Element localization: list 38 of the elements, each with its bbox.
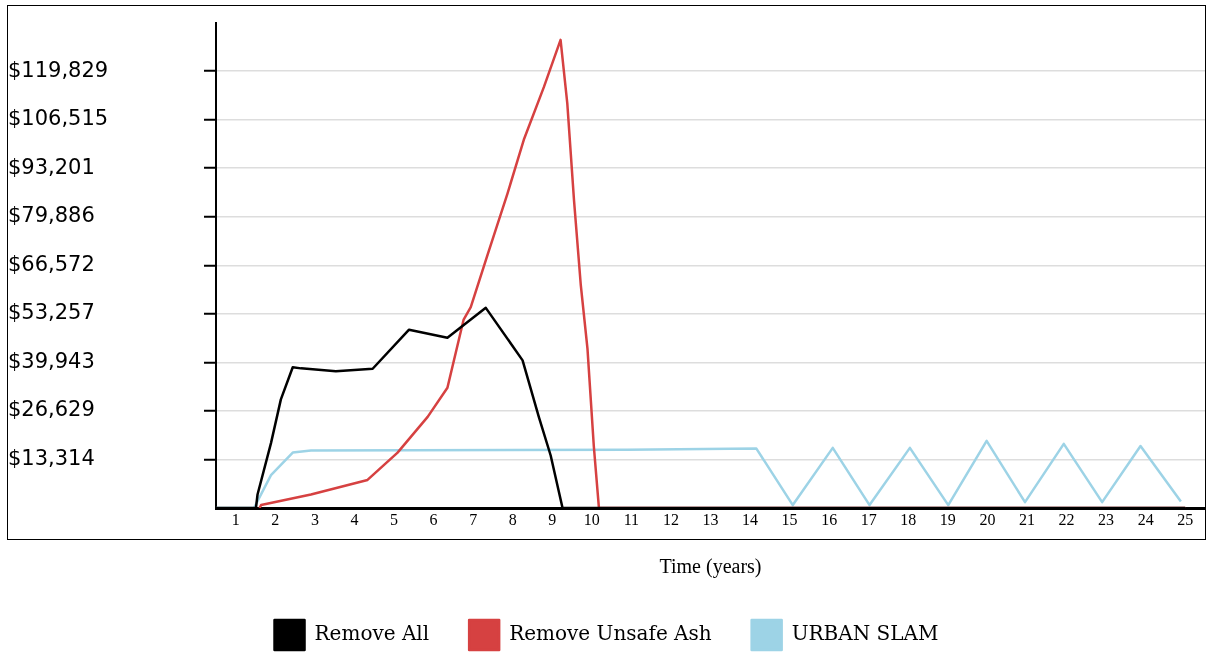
y-tick-label: $93,201 — [8, 154, 95, 179]
x-tick-label: 2 — [271, 510, 280, 528]
x-tick-label: 21 — [1018, 510, 1035, 528]
x-tick-label: 9 — [548, 510, 557, 528]
x-tick-label: 18 — [900, 510, 917, 528]
y-tick-label: $39,943 — [8, 348, 95, 373]
y-tick-label: $79,886 — [8, 203, 95, 228]
x-tick-label: 6 — [429, 510, 438, 528]
x-tick-label: 11 — [623, 510, 640, 528]
x-tick-label: 19 — [939, 510, 956, 528]
y-tick-label: $26,629 — [8, 397, 95, 422]
x-tick-label: 25 — [1177, 510, 1194, 528]
x-tick-label: 4 — [350, 510, 359, 528]
x-tick-label: 1 — [231, 510, 240, 528]
x-tick-label: 5 — [390, 510, 399, 528]
x-tick-label: 3 — [310, 510, 319, 528]
y-tick-label: $119,829 — [8, 57, 109, 82]
x-tick-label: 10 — [583, 510, 600, 528]
x-tick-label: 24 — [1137, 510, 1154, 528]
legend-label: Remove All — [314, 621, 430, 646]
x-tick-label: 16 — [821, 510, 838, 528]
x-tick-label: 13 — [702, 510, 719, 528]
x-tick-label: 23 — [1098, 510, 1115, 528]
legend-label: Remove Unsafe Ash — [509, 621, 712, 646]
x-tick-label: 7 — [469, 510, 478, 528]
x-tick-label: 20 — [979, 510, 996, 528]
legend-label: URBAN SLAM — [791, 621, 939, 646]
x-tick-label: 17 — [860, 510, 877, 528]
x-axis-title: Time (years) — [659, 555, 762, 579]
y-tick-label: $66,572 — [8, 251, 95, 276]
x-tick-label: 8 — [508, 510, 517, 528]
x-tick-label: 12 — [662, 510, 679, 528]
y-tick-label: $13,314 — [8, 445, 95, 470]
x-tick-label: 22 — [1058, 510, 1075, 528]
x-tick-label: 15 — [781, 510, 798, 528]
y-tick-label: $53,257 — [8, 300, 95, 325]
x-tick-label: 14 — [742, 510, 759, 528]
y-tick-label: $106,515 — [8, 106, 109, 131]
